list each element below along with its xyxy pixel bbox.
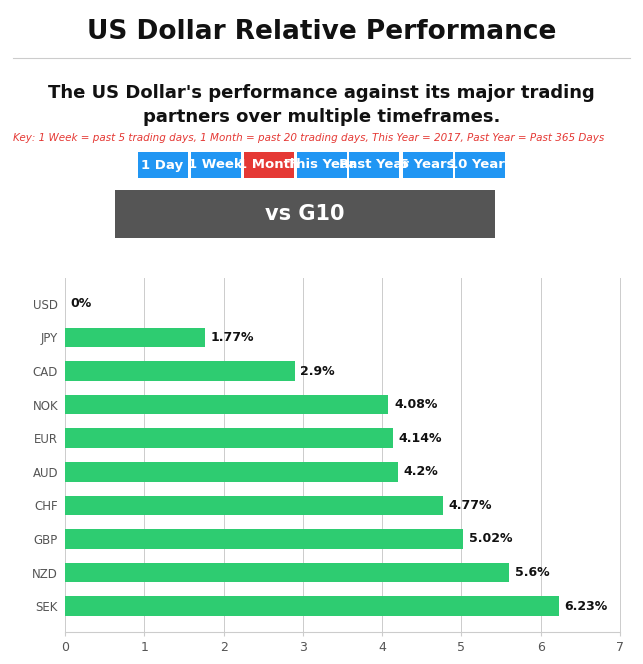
Text: 5.02%: 5.02% bbox=[469, 533, 512, 546]
Text: This Year: This Year bbox=[287, 159, 356, 171]
Bar bbox=[65, 327, 205, 347]
Text: 1 Week: 1 Week bbox=[188, 159, 243, 171]
Text: US Dollar Relative Performance: US Dollar Relative Performance bbox=[87, 19, 556, 45]
Text: 4.2%: 4.2% bbox=[404, 465, 439, 478]
Bar bbox=[65, 462, 398, 481]
Text: Key: 1 Week = past 5 trading days, 1 Month = past 20 trading days, This Year = 2: Key: 1 Week = past 5 trading days, 1 Mon… bbox=[13, 133, 604, 143]
Text: 1 Month: 1 Month bbox=[238, 159, 299, 171]
Text: The US Dollar's performance against its major trading
partners over multiple tim: The US Dollar's performance against its … bbox=[48, 84, 595, 125]
Text: 5 Years: 5 Years bbox=[400, 159, 455, 171]
Text: 10 Years: 10 Years bbox=[449, 159, 512, 171]
Text: 2.9%: 2.9% bbox=[300, 365, 335, 378]
Bar bbox=[65, 596, 559, 616]
Text: 0%: 0% bbox=[71, 297, 92, 310]
Bar bbox=[65, 361, 295, 380]
Bar bbox=[65, 495, 443, 515]
Bar bbox=[65, 529, 463, 548]
Text: 6.23%: 6.23% bbox=[565, 600, 608, 613]
Text: 4.14%: 4.14% bbox=[399, 432, 442, 445]
Text: 5.6%: 5.6% bbox=[514, 566, 549, 579]
Bar bbox=[65, 395, 388, 414]
Text: vs G10: vs G10 bbox=[266, 204, 345, 224]
Text: Past Year: Past Year bbox=[340, 159, 410, 171]
Text: 4.77%: 4.77% bbox=[449, 499, 493, 512]
Text: 1 Day: 1 Day bbox=[141, 159, 183, 171]
Text: 4.08%: 4.08% bbox=[394, 398, 437, 411]
Bar bbox=[65, 428, 394, 448]
Text: 1.77%: 1.77% bbox=[211, 331, 255, 344]
Bar bbox=[65, 563, 509, 582]
